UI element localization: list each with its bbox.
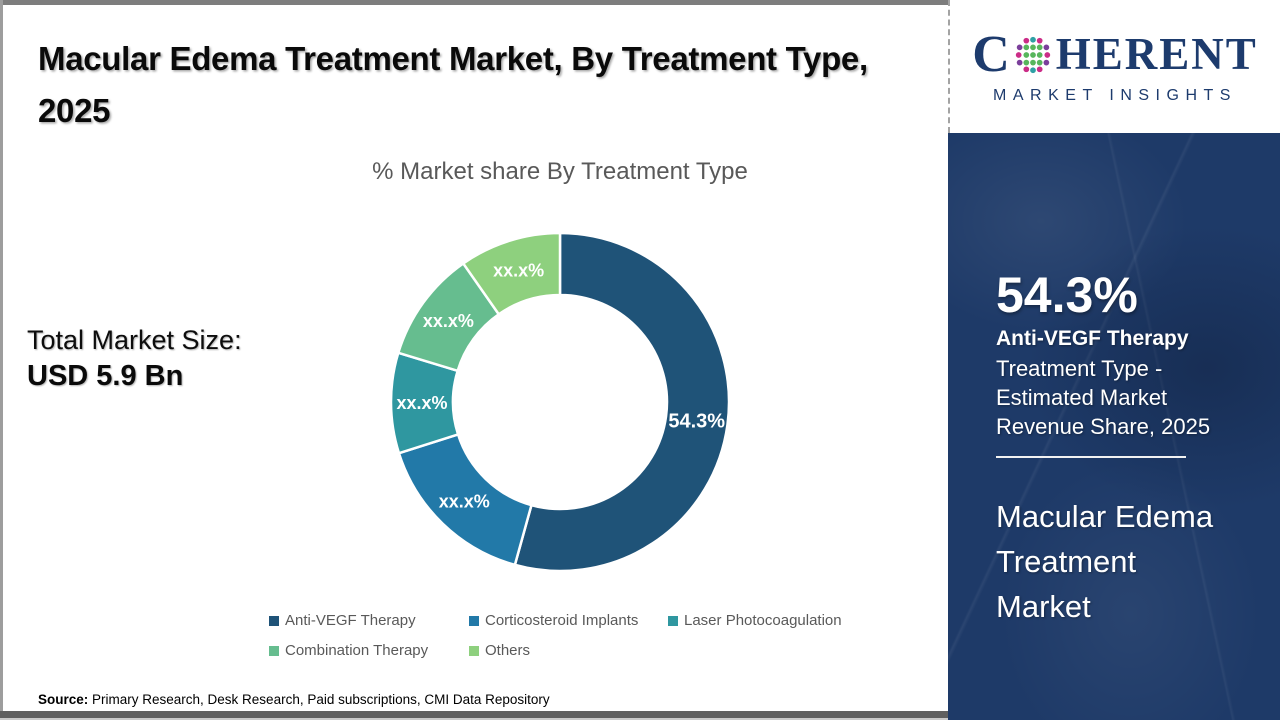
top-accent-bar bbox=[0, 0, 948, 5]
donut-slice-4 bbox=[462, 231, 562, 316]
legend-swatch bbox=[269, 615, 279, 626]
left-edge-line bbox=[0, 0, 3, 712]
logo-letters-herent: HERENT bbox=[1055, 29, 1258, 79]
total-market-size-value: USD 5.9 Bn bbox=[27, 360, 184, 392]
legend-item-4: Others bbox=[469, 642, 530, 659]
legend-swatch bbox=[469, 615, 479, 626]
donut-slice-0 bbox=[513, 231, 731, 573]
page-title: Macular Edema Treatment Market, By Treat… bbox=[38, 40, 868, 129]
legend-item-0: Anti-VEGF Therapy bbox=[269, 612, 416, 629]
highlight-segment-name: Anti-VEGF Therapy bbox=[996, 327, 1189, 350]
donut-chart: 54.3% xx.x% xx.x% xx.x% xx.x% bbox=[389, 231, 731, 573]
logo-wordmark: C HERENT bbox=[972, 25, 1258, 83]
logo-subtitle: MARKET INSIGHTS bbox=[993, 86, 1237, 104]
legend-item-3: Combination Therapy bbox=[269, 642, 428, 659]
legend-label: Anti-VEGF Therapy bbox=[285, 612, 416, 629]
bottom-edge-line bbox=[0, 718, 1280, 720]
slice-label-2: xx.x% bbox=[396, 393, 447, 413]
slice-label-3: xx.x% bbox=[423, 311, 474, 331]
slice-label-0: 54.3% bbox=[668, 411, 725, 433]
slice-label-1: xx.x% bbox=[439, 492, 490, 512]
legend-label: Corticosteroid Implants bbox=[485, 612, 639, 629]
bottom-accent-bar bbox=[0, 711, 948, 718]
legend-label: Laser Photocoagulation bbox=[684, 612, 842, 629]
legend-label: Combination Therapy bbox=[285, 642, 429, 659]
legend-swatch bbox=[668, 615, 678, 626]
market-name: Macular Edema Treatment Market bbox=[996, 499, 1214, 624]
sidebar-divider bbox=[996, 456, 1186, 458]
highlight-sidebar: 54.3% Anti-VEGF Therapy Treatment Type -… bbox=[948, 133, 1280, 720]
source-note: Source: Primary Research, Desk Research,… bbox=[38, 692, 550, 707]
legend-label: Others bbox=[485, 642, 531, 659]
legend-item-1: Corticosteroid Implants bbox=[469, 612, 638, 629]
brand-logo: C HERENT MARKET INSIGHTS bbox=[948, 0, 1280, 133]
highlight-description: Treatment Type - Estimated Market Revenu… bbox=[996, 356, 1211, 439]
source-text: Primary Research, Desk Research, Paid su… bbox=[88, 692, 550, 707]
legend-swatch bbox=[269, 645, 279, 656]
coherent-globe-icon bbox=[1015, 36, 1050, 73]
legend-item-2: Laser Photocoagulation bbox=[668, 612, 842, 629]
logo-letter-c: C bbox=[972, 25, 1010, 83]
source-label: Source: bbox=[38, 692, 89, 707]
chart-title: % Market share By Treatment Type bbox=[372, 158, 748, 185]
total-market-size-label: Total Market Size: bbox=[27, 325, 242, 355]
highlight-value: 54.3% bbox=[996, 267, 1138, 323]
legend-swatch bbox=[469, 645, 479, 656]
slice-label-4: xx.x% bbox=[493, 261, 544, 281]
